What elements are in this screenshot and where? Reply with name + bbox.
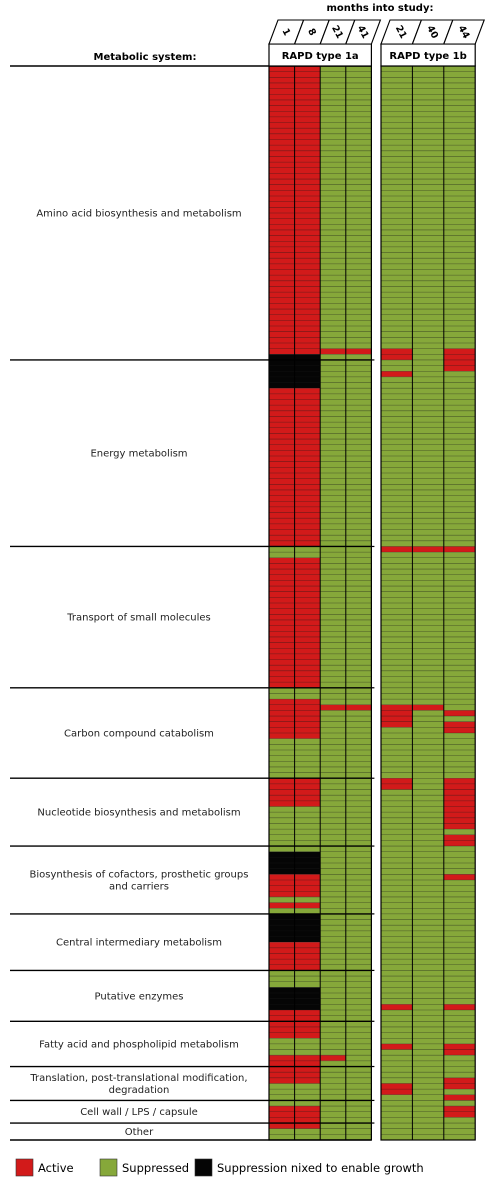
legend-swatch-X <box>194 1158 213 1177</box>
heatmap-cell-suppressed <box>381 552 413 705</box>
heatmap-cell-suppressed <box>269 970 295 988</box>
category-label: Amino acid biosynthesis and metabolism <box>36 209 241 220</box>
heatmap-cell-active <box>269 1055 295 1084</box>
category-labels: Amino acid biosynthesis and metabolism En… <box>10 65 375 1141</box>
month-tick-label: 1 <box>279 27 292 38</box>
category-label: Biosynthesis of cofactors, prosthetic gr… <box>30 870 249 893</box>
heatmap-cell-suppressed <box>443 716 476 722</box>
heatmap-cell-active <box>345 348 372 355</box>
heatmap-cell-active <box>381 546 413 553</box>
legend-swatch-A <box>15 1158 34 1177</box>
heatmap-cell-active <box>294 902 321 909</box>
heatmap-cell-active <box>269 1009 295 1039</box>
heatmap-cell-suppressed <box>269 908 295 914</box>
category-label: Central intermediary metabolism <box>56 938 222 949</box>
heatmap-cell-suppressed <box>294 970 321 988</box>
heatmap-cell-active <box>269 66 295 355</box>
heatmap-cell-active <box>381 371 413 377</box>
heatmap-cell-active <box>412 704 444 711</box>
heatmap-cell-active <box>443 546 476 553</box>
y-axis-title: Metabolic system: <box>94 52 197 63</box>
x-axis-title: months into study: <box>327 3 434 14</box>
heatmap-cell-active <box>294 66 321 355</box>
heatmap-cell-suppressed <box>443 846 476 875</box>
legend-label: Active <box>38 1161 74 1175</box>
category-label: Nucleotide biosynthesis and metabolism <box>37 808 240 819</box>
heatmap-cell-suppression <box>269 913 295 943</box>
group-header-label: RAPD type 1b <box>389 51 466 62</box>
category-label: Other <box>125 1127 154 1138</box>
heatmap-cell-active <box>269 942 295 971</box>
legend-swatch-S <box>99 1158 118 1177</box>
heatmap-cell-active <box>294 1055 321 1084</box>
heatmap-cell-suppression <box>294 913 321 943</box>
category-label: Energy metabolism <box>90 449 187 460</box>
heatmap-cell-active <box>443 778 476 830</box>
column-headers: months into study: Metabolic system: RAP… <box>94 3 485 67</box>
heatmap-cell-active <box>443 1004 476 1010</box>
month-tab <box>345 19 382 45</box>
group-header-label: RAPD type 1a <box>282 51 359 62</box>
heatmap-cell-suppressed <box>443 829 476 835</box>
heatmap-cell-suppressed <box>269 896 295 903</box>
heatmap-cell-active <box>412 546 444 553</box>
heatmap-cell-active <box>320 704 346 711</box>
category-label: Translation, post-translational modifica… <box>29 1073 247 1096</box>
month-tick-label: 21 <box>329 24 345 41</box>
heatmap-cell-active <box>269 778 295 807</box>
category-label: Putative enzymes <box>95 991 184 1002</box>
heatmap-cell-active <box>294 1009 321 1039</box>
heatmap-cell-suppressed <box>269 738 295 779</box>
month-tab <box>443 19 485 45</box>
heatmap-cell-active <box>294 557 321 688</box>
month-tick-label: 21 <box>393 24 409 41</box>
heatmap-cell-active <box>294 699 321 739</box>
legend: Active Suppressed Suppression nixed to ena… <box>15 1158 424 1177</box>
heatmap-cell-suppressed <box>320 710 346 1056</box>
heatmap-cell-suppressed <box>294 908 321 914</box>
heatmap-cell-active <box>381 1004 413 1010</box>
heatmap-cell-active <box>381 1043 413 1050</box>
heatmap-cell-active <box>269 557 295 688</box>
heatmap-cell-suppressed <box>294 896 321 903</box>
heatmap-cell-suppressed <box>412 66 444 547</box>
row-lines-group-2 <box>381 71 476 1135</box>
heatmap-cell-suppressed <box>443 1089 476 1095</box>
heatmap-cell-active <box>269 699 295 739</box>
month-tick-label: 8 <box>305 27 318 38</box>
month-tick-label: 41 <box>355 24 371 41</box>
heatmap-cell-active <box>443 874 476 880</box>
heatmap-cell-suppressed <box>443 1100 476 1107</box>
heatmap-cell-suppressed <box>381 727 413 779</box>
heatmap-cell-suppressed <box>294 738 321 779</box>
legend-label: Suppression nixed to enable growth <box>217 1161 424 1175</box>
heatmap-cell-active <box>345 704 372 711</box>
category-label: Carbon compound catabolism <box>64 729 214 740</box>
category-label: Fatty acid and phospholipid metabolism <box>39 1039 239 1050</box>
heatmap-cell-active <box>320 1055 346 1061</box>
legend-label: Suppressed <box>122 1161 189 1175</box>
heatmap-cell-suppressed <box>412 552 444 705</box>
heatmap-cell-active <box>294 942 321 971</box>
category-label: Cell wall / LPS / capsule <box>80 1107 198 1118</box>
heatmap-cell-active <box>294 778 321 807</box>
heatmap-cell-suppressed <box>443 371 476 547</box>
heatmap-cell-active <box>269 902 295 909</box>
heatmap-cell-active <box>320 348 346 355</box>
category-label: Transport of small molecules <box>66 613 211 624</box>
heatmap-cell-active <box>443 1094 476 1101</box>
heatmap-cell-suppressed <box>294 1038 321 1056</box>
heatmap-cell-active <box>443 710 476 717</box>
heatmap-cell-suppressed <box>269 1038 295 1056</box>
